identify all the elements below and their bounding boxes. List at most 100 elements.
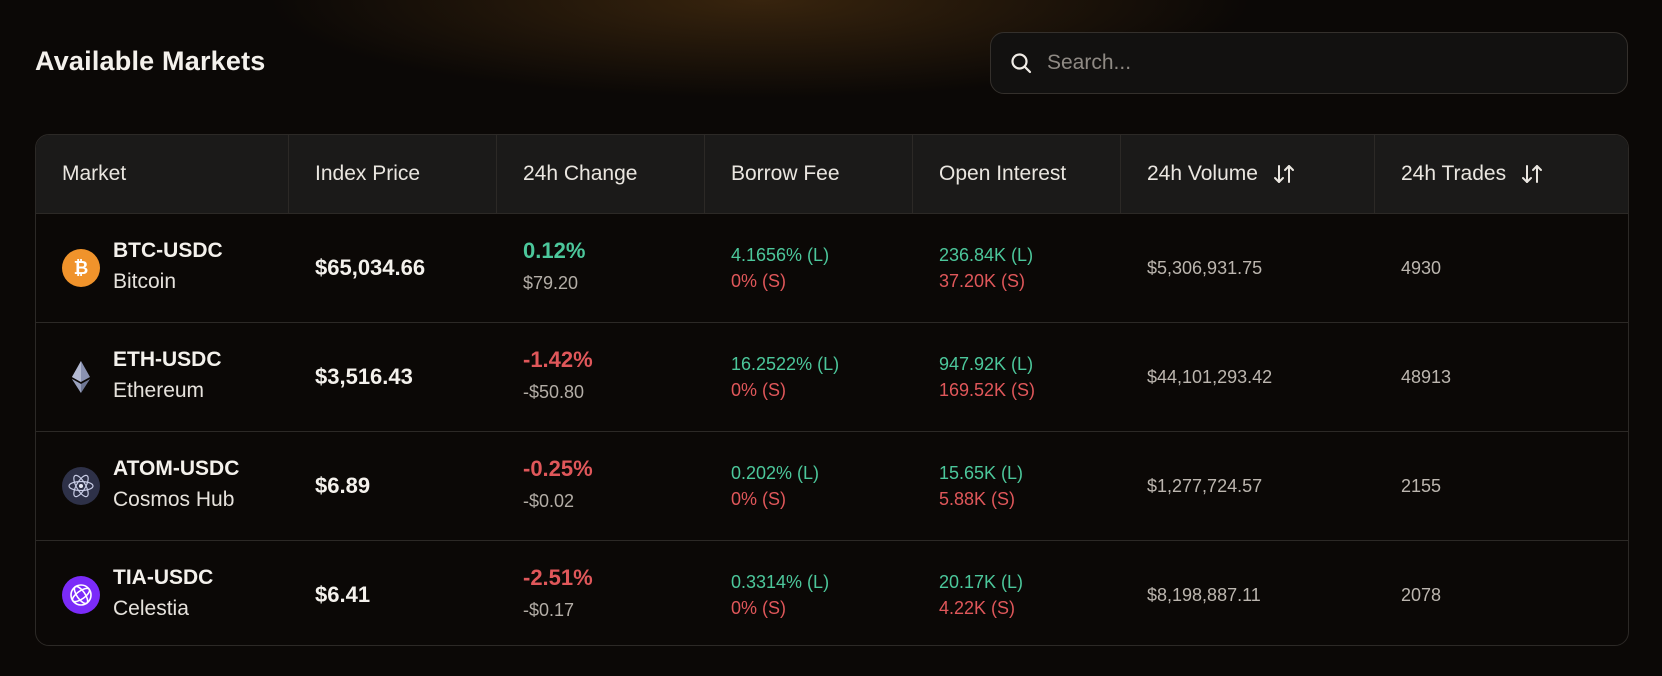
table-header: Market Index Price 24h Change Borrow Fee… <box>36 135 1628 214</box>
column-header-label[interactable]: 24h Trades <box>1401 162 1507 185</box>
open-interest-short: 169.52K (S) <box>939 380 1036 400</box>
open-interest-long: 15.65K (L) <box>939 463 1024 483</box>
ethereum-icon <box>62 358 100 396</box>
volume-value: $1,277,724.57 <box>1147 475 1263 496</box>
index-price: $6.41 <box>315 582 371 607</box>
borrow-fee-cell: 4.1656% (L) 0% (S) <box>705 214 913 322</box>
open-interest-cell: 20.17K (L) 4.22K (S) <box>913 541 1121 645</box>
table-row[interactable]: ₿ BTC-USDC Bitcoin $65,034.66 0.12% $79.… <box>36 214 1628 323</box>
svg-text:₿: ₿ <box>74 258 89 278</box>
market-name: Bitcoin <box>113 270 177 293</box>
sort-icon[interactable] <box>1272 163 1296 185</box>
borrow-fee-short: 0% (S) <box>731 271 787 291</box>
table-row[interactable]: ETH-USDC Ethereum $3,516.43 -1.42% -$50.… <box>36 323 1628 432</box>
open-interest-short: 5.88K (S) <box>939 489 1016 509</box>
borrow-fee-long: 4.1656% (L) <box>731 245 830 265</box>
table-row[interactable]: TIA-USDC Celestia $6.41 -2.51% -$0.17 0.… <box>36 541 1628 645</box>
borrow-fee-cell: 0.3314% (L) 0% (S) <box>705 541 913 645</box>
borrow-fee-long: 16.2522% (L) <box>731 354 840 374</box>
open-interest-short: 37.20K (S) <box>939 271 1026 291</box>
column-header-market: Market <box>36 135 289 213</box>
change-absolute: -$0.17 <box>523 600 575 620</box>
open-interest-short: 4.22K (S) <box>939 598 1016 618</box>
column-header-24h-volume[interactable]: 24h Volume <box>1121 135 1375 213</box>
column-header-label: Borrow Fee <box>731 162 840 185</box>
market-symbol: ETH-USDC <box>113 348 222 371</box>
trades-cell: 2155 <box>1375 432 1628 540</box>
bitcoin-icon: ₿ <box>62 249 100 287</box>
market-name: Ethereum <box>113 379 205 402</box>
index-price-cell: $3,516.43 <box>289 323 497 431</box>
volume-value: $5,306,931.75 <box>1147 257 1263 278</box>
column-header-label: Index Price <box>315 162 421 185</box>
borrow-fee-long: 0.202% (L) <box>731 463 820 483</box>
change-cell: -2.51% -$0.17 <box>497 541 705 645</box>
index-price-cell: $6.41 <box>289 541 497 645</box>
borrow-fee-short: 0% (S) <box>731 489 787 509</box>
search-icon <box>1009 51 1033 75</box>
open-interest-long: 947.92K (L) <box>939 354 1034 374</box>
market-name: Cosmos Hub <box>113 488 235 511</box>
page-title: Available Markets <box>35 46 266 76</box>
market-cell: ETH-USDC Ethereum <box>36 323 289 431</box>
column-header-label: 24h Change <box>523 162 638 185</box>
volume-value: $44,101,293.42 <box>1147 366 1273 387</box>
celestia-icon <box>62 576 100 614</box>
trades-value: 2155 <box>1401 475 1442 496</box>
open-interest-long: 236.84K (L) <box>939 245 1034 265</box>
market-symbol: TIA-USDC <box>113 566 214 589</box>
open-interest-cell: 947.92K (L) 169.52K (S) <box>913 323 1121 431</box>
change-cell: 0.12% $79.20 <box>497 214 705 322</box>
volume-cell: $44,101,293.42 <box>1121 323 1375 431</box>
open-interest-cell: 15.65K (L) 5.88K (S) <box>913 432 1121 540</box>
trades-cell: 4930 <box>1375 214 1628 322</box>
cosmos-icon <box>62 467 100 505</box>
borrow-fee-long: 0.3314% (L) <box>731 572 830 592</box>
column-header-24h-trades[interactable]: 24h Trades <box>1375 135 1628 213</box>
column-header-24h-change: 24h Change <box>497 135 705 213</box>
column-header-open-interest: Open Interest <box>913 135 1121 213</box>
borrow-fee-cell: 16.2522% (L) 0% (S) <box>705 323 913 431</box>
change-percent: -0.25% <box>523 456 593 481</box>
index-price: $65,034.66 <box>315 255 426 280</box>
column-header-label: Open Interest <box>939 162 1067 185</box>
trades-cell: 48913 <box>1375 323 1628 431</box>
trades-value: 48913 <box>1401 366 1452 387</box>
change-cell: -1.42% -$50.80 <box>497 323 705 431</box>
search-input[interactable] <box>1047 43 1611 83</box>
change-absolute: $79.20 <box>523 273 579 293</box>
trades-value: 2078 <box>1401 584 1442 605</box>
index-price: $6.89 <box>315 473 371 498</box>
index-price: $3,516.43 <box>315 364 413 389</box>
change-absolute: -$0.02 <box>523 491 575 511</box>
column-header-label[interactable]: 24h Volume <box>1147 162 1258 185</box>
market-cell: ₿ BTC-USDC Bitcoin <box>36 214 289 322</box>
markets-table: Market Index Price 24h Change Borrow Fee… <box>35 134 1629 646</box>
trades-cell: 2078 <box>1375 541 1628 645</box>
borrow-fee-short: 0% (S) <box>731 598 787 618</box>
open-interest-cell: 236.84K (L) 37.20K (S) <box>913 214 1121 322</box>
borrow-fee-short: 0% (S) <box>731 380 787 400</box>
volume-cell: $1,277,724.57 <box>1121 432 1375 540</box>
market-name: Celestia <box>113 597 189 620</box>
column-header-index-price: Index Price <box>289 135 497 213</box>
change-absolute: -$50.80 <box>523 382 585 402</box>
volume-cell: $8,198,887.11 <box>1121 541 1375 645</box>
volume-value: $8,198,887.11 <box>1147 584 1261 605</box>
volume-cell: $5,306,931.75 <box>1121 214 1375 322</box>
column-header-borrow-fee: Borrow Fee <box>705 135 913 213</box>
change-percent: 0.12% <box>523 238 586 263</box>
market-cell: TIA-USDC Celestia <box>36 541 289 645</box>
change-percent: -2.51% <box>523 565 593 590</box>
market-symbol: BTC-USDC <box>113 239 223 262</box>
index-price-cell: $6.89 <box>289 432 497 540</box>
market-symbol: ATOM-USDC <box>113 457 240 480</box>
column-header-label: Market <box>62 162 127 185</box>
index-price-cell: $65,034.66 <box>289 214 497 322</box>
borrow-fee-cell: 0.202% (L) 0% (S) <box>705 432 913 540</box>
sort-icon[interactable] <box>1520 163 1544 185</box>
open-interest-long: 20.17K (L) <box>939 572 1024 592</box>
table-row[interactable]: ATOM-USDC Cosmos Hub $6.89 -0.25% -$0.02… <box>36 432 1628 541</box>
search-box[interactable] <box>990 32 1628 94</box>
